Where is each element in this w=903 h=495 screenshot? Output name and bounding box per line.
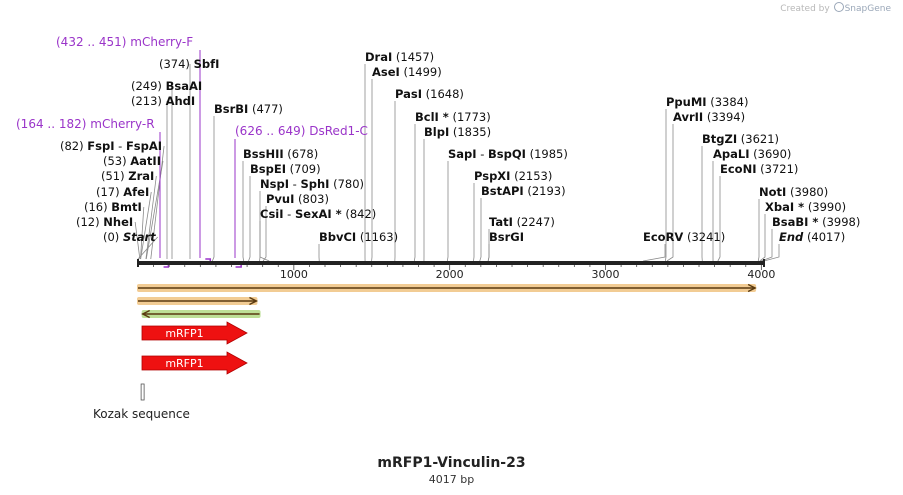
feature-label: mRFP1	[165, 327, 203, 340]
site-label-bsabi[interactable]: BsaBI * (3998)	[772, 215, 860, 229]
site-label-noti[interactable]: NotI (3980)	[759, 185, 828, 199]
kozak-sequence-mark[interactable]	[140, 383, 145, 401]
site-label-end[interactable]: End (4017)	[779, 230, 845, 244]
backbone-end-cap	[763, 259, 765, 267]
site-leader	[242, 161, 245, 262]
snapgene-logo-icon	[833, 2, 844, 12]
site-leader	[145, 175, 157, 260]
site-leader	[487, 244, 490, 262]
feature-mrfp1-arrow[interactable]: mRFP1	[141, 321, 248, 345]
site-label-tati[interactable]: TatI (2247)	[489, 215, 555, 229]
ruler-label-2000: 2000	[436, 268, 464, 281]
site-leader	[446, 161, 449, 262]
site-label-nspi[interactable]: NspI - SphI (780)	[260, 177, 364, 191]
orf-arrowhead	[747, 283, 757, 293]
site-leader	[140, 206, 145, 260]
site-label-bspei[interactable]: BspEI (709)	[250, 162, 321, 176]
site-label-bbvci[interactable]: BbvCI (1163)	[319, 230, 398, 244]
ruler-label-3000: 3000	[592, 268, 620, 281]
orf-reverse-2[interactable]	[141, 309, 261, 319]
ruler-label-4000: 4000	[747, 268, 775, 281]
site-leader	[759, 214, 766, 262]
primer-label-mcherry-r[interactable]: (164 .. 182) mCherry-R	[16, 117, 155, 131]
feature-mrfp1-arrow[interactable]: mRFP1	[141, 351, 248, 375]
site-leader	[150, 145, 165, 260]
site-label-afei[interactable]: (17) AfeI	[96, 185, 149, 199]
site-leader	[664, 109, 667, 262]
site-label-ecorv[interactable]: EcoRV (3241)	[643, 230, 725, 244]
site-label-sapi[interactable]: SapI - BspQI (1985)	[448, 147, 568, 161]
orf-arrowhead	[141, 309, 150, 319]
site-label-bcli[interactable]: BclI * (1773)	[415, 110, 491, 124]
feature-label: mRFP1	[165, 357, 203, 370]
site-leader	[757, 199, 760, 262]
map-subtitle: 4017 bp	[428, 473, 475, 486]
orf-arrowhead	[249, 296, 259, 306]
site-label-drai[interactable]: DraI (1457)	[365, 50, 434, 64]
primer-label-dsred1-c[interactable]: (626 .. 649) DsRed1-C	[235, 124, 368, 138]
site-leader	[259, 221, 270, 262]
site-label-nhei[interactable]: (12) NheI	[76, 215, 133, 229]
site-label-xbai[interactable]: XbaI * (3990)	[765, 200, 846, 214]
feature-arrow-shape	[141, 351, 248, 375]
ruler-label-1000: 1000	[280, 268, 308, 281]
backbone-start-cap	[137, 259, 139, 267]
site-label-start[interactable]: (0) Start	[103, 230, 156, 244]
feature-arrow-shape	[141, 321, 248, 345]
kozak-sequence-label: Kozak sequence	[93, 407, 190, 421]
map-title: mRFP1-Vinculin-23	[377, 455, 526, 471]
site-label-sbfi[interactable]: (374) SbfI	[159, 57, 219, 71]
site-label-ppumi[interactable]: PpuMI (3384)	[666, 95, 748, 109]
site-leader	[262, 206, 267, 262]
site-label-bsrbi[interactable]: BsrBI (477)	[214, 102, 283, 116]
site-label-apali[interactable]: ApaLI (3690)	[713, 147, 791, 161]
site-label-blpi[interactable]: BlpI (1835)	[424, 125, 491, 139]
site-leader	[134, 221, 141, 260]
primer-label-mcherry-f[interactable]: (432 .. 451) mCherry-F	[56, 35, 193, 49]
site-label-zrai[interactable]: (51) ZraI	[101, 169, 154, 183]
site-leader	[760, 229, 773, 262]
site-label-csii[interactable]: CsiI - SexAI * (842)	[260, 207, 376, 221]
site-label-fspi[interactable]: (82) FspI - FspAI	[60, 139, 162, 153]
snapgene-credit: Created by SnapGene	[780, 2, 891, 14]
site-leader	[763, 244, 780, 262]
site-label-ahdi[interactable]: (213) AhdI	[131, 94, 195, 108]
site-label-bstapi[interactable]: BstAPI (2193)	[481, 184, 566, 198]
orf-forward-1[interactable]	[137, 296, 259, 306]
site-label-btgzi[interactable]: BtgZI (3621)	[702, 132, 779, 146]
site-leader	[248, 176, 251, 262]
site-label-bmti[interactable]: (16) BmtI	[84, 200, 142, 214]
site-label-aatii[interactable]: (53) AatII	[103, 154, 161, 168]
site-leader	[413, 124, 416, 262]
site-label-avrii[interactable]: AvrII (3394)	[673, 110, 745, 124]
site-label-pasi[interactable]: PasI (1648)	[395, 87, 464, 101]
site-leader	[666, 124, 674, 262]
site-label-bsrgi[interactable]: BsrGI	[489, 230, 524, 244]
orf-forward-0[interactable]	[137, 283, 757, 293]
site-leader	[642, 244, 666, 262]
site-label-econi[interactable]: EcoNI (3721)	[720, 162, 798, 176]
site-leader	[717, 176, 721, 262]
site-label-pvui[interactable]: PvuI (803)	[266, 192, 329, 206]
site-label-asei[interactable]: AseI (1499)	[372, 65, 442, 79]
site-label-pspxi[interactable]: PspXI (2153)	[474, 169, 552, 183]
site-label-bsshii[interactable]: BssHII (678)	[243, 147, 318, 161]
site-leader	[140, 191, 152, 260]
sequence-backbone	[138, 261, 764, 265]
site-leader	[479, 198, 482, 262]
site-leader	[211, 116, 215, 262]
site-label-bsaai[interactable]: (249) BsaAI	[131, 79, 202, 93]
